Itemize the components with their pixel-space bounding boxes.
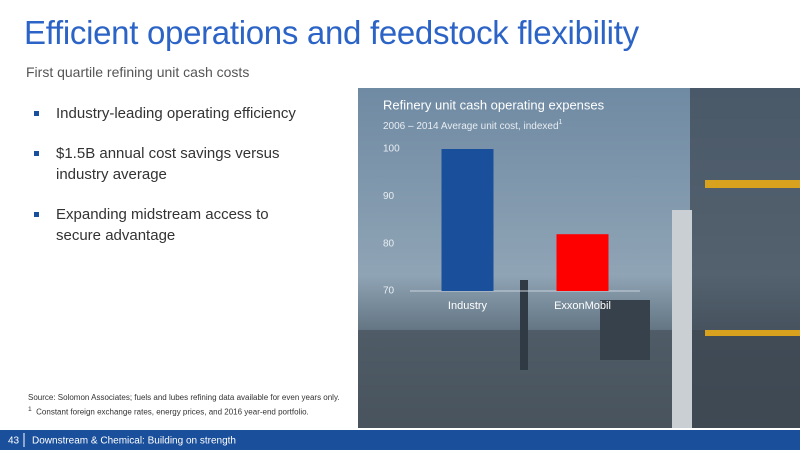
- page-number: 43: [8, 436, 20, 447]
- photo-structure: [690, 88, 800, 428]
- footnote-text: Constant foreign exchange rates, energy …: [36, 407, 309, 417]
- chart-subtitle-text: 2006 – 2014 Average unit cost, indexed: [383, 121, 559, 132]
- footnote-source: Source: Solomon Associates; fuels and lu…: [28, 393, 340, 402]
- photo-tower: [600, 300, 650, 360]
- slide-title: Efficient operations and feedstock flexi…: [24, 14, 639, 51]
- y-tick-label: 90: [383, 191, 395, 202]
- slide-subtitle: First quartile refining unit cash costs: [26, 64, 250, 80]
- y-tick-label: 70: [383, 286, 395, 297]
- y-tick-label: 100: [383, 144, 400, 155]
- bar: [556, 234, 609, 291]
- y-tick-label: 80: [383, 238, 395, 249]
- chart: 70 80 90 100 Industry ExxonMobil: [383, 144, 640, 312]
- bullet: Industry-leading operating efficiency: [34, 103, 304, 124]
- bullet: $1.5B annual cost savings versus industr…: [34, 143, 304, 185]
- footer-bar: [0, 430, 800, 450]
- chart-subtitle: 2006 – 2014 Average unit cost, indexed1: [383, 119, 563, 132]
- photo-pipe: [672, 210, 692, 428]
- x-tick-label: Industry: [448, 300, 488, 312]
- footnote: 1 Constant foreign exchange rates, energ…: [28, 406, 309, 417]
- photo-tower: [520, 280, 528, 370]
- x-tick-label: ExxonMobil: [554, 300, 611, 312]
- footer-text: Downstream & Chemical: Building on stren…: [32, 436, 236, 447]
- bullet-list: Industry-leading operating efficiency $1.…: [34, 103, 304, 265]
- photo-railing: [705, 180, 800, 188]
- footnote-marker: 1: [28, 406, 32, 413]
- bar: [441, 149, 494, 291]
- chart-title: Refinery unit cash operating expenses: [383, 97, 605, 112]
- bullet: Expanding midstream access to secure adv…: [34, 204, 304, 246]
- photo-railing: [705, 330, 800, 336]
- chart-subtitle-note: 1: [559, 119, 563, 126]
